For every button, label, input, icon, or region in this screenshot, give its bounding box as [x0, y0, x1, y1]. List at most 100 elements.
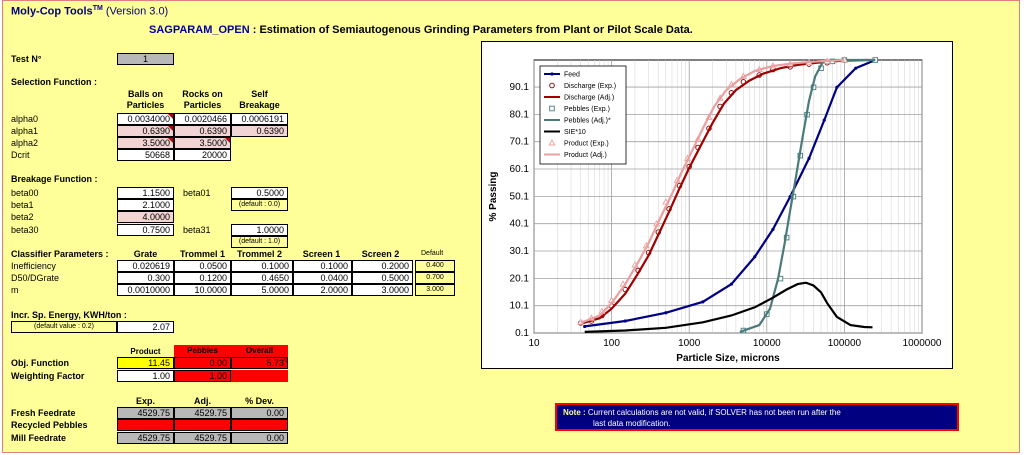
inefficiency-grate-cell[interactable]: 0.020619 [117, 260, 174, 272]
legend-marker-feed [550, 72, 554, 76]
classifier-col-trommel1: Trommel 1 [179, 249, 226, 259]
energy-title: Incr. Sp. Energy, KWH/ton : [11, 310, 127, 320]
selection-title: Selection Function : [11, 77, 98, 87]
m-default: 3.000 [415, 284, 455, 296]
legend-swatch-pebbles-exp [549, 105, 555, 112]
beta1-label: beta1 [11, 200, 34, 210]
point-feed [771, 227, 775, 232]
beta31-default: (default : 1.0) [231, 236, 288, 248]
alpha2-balls-cell[interactable]: 3.5000 [117, 137, 174, 149]
obj-function-label: Obj. Function [11, 358, 69, 368]
test-number-cell[interactable]: 1 [117, 53, 174, 65]
point-feed [729, 282, 734, 286]
m-grate-cell[interactable]: 0.0010000 [117, 284, 174, 296]
psd-chart[interactable]: 10 100 1000 10000 100000 1000000 0.1 10.1 20.1 30… [481, 41, 953, 369]
beta2-label: beta2 [11, 212, 34, 222]
legend-label-pebbles-exp: Pebbles (Exp.) [564, 106, 610, 113]
alpha0-rocks-cell[interactable]: 0.0020466 [174, 113, 231, 125]
weight-product-cell[interactable]: 1.00 [117, 370, 174, 382]
beta31-cell[interactable]: 1.0000 [231, 224, 288, 236]
series-line-product-adj [580, 58, 845, 324]
d50-screen1-cell[interactable]: 0.0400 [293, 272, 352, 284]
alpha1-rocks-cell[interactable]: 0.6390 [174, 125, 231, 137]
x-tick-label: 100000 [828, 338, 862, 349]
solver-note: Note : Current calculations are not vali… [555, 403, 959, 431]
classifier-col-screen1: Screen 1 [302, 249, 341, 259]
mill-feed-dev-cell: 0.00 [231, 432, 288, 444]
title-separator: : [249, 24, 260, 36]
col-balls-line1: Balls on [127, 89, 163, 99]
breakage-title: Breakage Function : [11, 174, 98, 184]
legend-label-pebbles-adj: Pebbles (Adj.)* [564, 118, 611, 125]
inefficiency-screen1-cell[interactable]: 0.1000 [293, 260, 352, 272]
m-screen2-cell[interactable]: 3.0000 [352, 284, 413, 296]
legend-label-product-adj: Product (Adj.) [564, 152, 607, 159]
inefficiency-trommel1-cell[interactable]: 0.0500 [174, 260, 231, 272]
feed-col-exp: Exp. [135, 396, 155, 406]
note-line1: Current calculations are not valid, if S… [587, 408, 841, 417]
beta00-cell[interactable]: 1.1500 [117, 187, 174, 199]
alpha2-label: alpha2 [11, 138, 39, 148]
col-rocks-line2: Particles [183, 100, 222, 110]
obj-product-cell: 11.45 [117, 357, 174, 369]
energy-default: (default value : 0.2) [11, 321, 117, 333]
beta00-label: beta00 [11, 188, 39, 198]
classifier-title: Classifier Parameters : [11, 249, 109, 259]
d50-trommel1-cell[interactable]: 0.1200 [174, 272, 231, 284]
beta01-cell[interactable]: 0.5000 [231, 187, 288, 199]
energy-cell[interactable]: 2.07 [117, 321, 174, 333]
alpha1-label: alpha1 [11, 126, 39, 136]
beta30-label: beta30 [11, 225, 39, 235]
d50-grate-cell[interactable]: 0.300 [117, 272, 174, 284]
d50-trommel2-cell[interactable]: 0.4650 [231, 272, 293, 284]
col-self-line2: Breakage [239, 100, 280, 110]
alpha0-self-cell[interactable]: 0.0006191 [231, 113, 288, 125]
x-tick-label: 10000 [753, 338, 781, 349]
beta1-cell[interactable]: 2.1000 [117, 199, 174, 211]
dcrit-rocks-cell[interactable]: 20000 [174, 149, 231, 161]
obj-col-product: Product [130, 347, 161, 356]
app-name: Moly-Cop Tools [11, 5, 93, 18]
y-tick-label: 70.1 [510, 137, 530, 148]
beta2-cell[interactable]: 4.0000 [117, 211, 174, 223]
m-screen1-cell[interactable]: 2.0000 [293, 284, 352, 296]
alpha0-label: alpha0 [11, 114, 39, 124]
recycled-adj-cell [174, 419, 231, 431]
y-tick-label: 40.1 [510, 219, 530, 230]
inefficiency-label: Inefficiency [11, 261, 56, 271]
x-axis-label: Particle Size, microns [676, 353, 780, 364]
app-version: (Version 3.0) [105, 5, 169, 18]
point-feed [701, 300, 705, 304]
legend-swatch-product-exp [548, 139, 556, 146]
weight-pebbles-cell[interactable]: 1.00 [174, 370, 231, 382]
dcrit-balls-cell[interactable]: 50668 [117, 149, 174, 161]
y-tick-label: 20.1 [510, 273, 530, 284]
x-tick-label: 100 [603, 338, 620, 349]
obj-col-overall: Overall [231, 345, 288, 357]
alpha0-balls-cell[interactable]: 0.0034000 [117, 113, 174, 125]
series-line-pebbles-adj [739, 58, 876, 333]
alpha2-rocks-cell[interactable]: 3.5000 [174, 137, 231, 149]
obj-pebbles-cell: 0.00 [174, 357, 231, 369]
y-tick-label: 0.1 [515, 328, 529, 339]
note-label: Note : [563, 408, 586, 417]
inefficiency-trommel2-cell[interactable]: 0.1000 [231, 260, 293, 272]
y-tick-label: 10.1 [510, 301, 530, 312]
y-axis-label: % Passing [488, 171, 499, 221]
m-trommel2-cell[interactable]: 5.0000 [231, 284, 293, 296]
d50-screen2-cell[interactable]: 0.5000 [352, 272, 413, 284]
y-tick-label: 80.1 [510, 109, 530, 120]
point-feed [583, 324, 587, 329]
m-trommel1-cell[interactable]: 10.0000 [174, 284, 231, 296]
beta01-label: beta01 [183, 188, 211, 198]
beta30-cell[interactable]: 0.7500 [117, 224, 174, 236]
alpha1-self-cell[interactable]: 0.6390 [231, 125, 288, 137]
beta31-label: beta31 [183, 225, 211, 235]
feed-col-dev: % Dev. [245, 396, 274, 406]
feed-col-adj: Adj. [194, 396, 211, 406]
alpha1-balls-cell[interactable]: 0.6390 [117, 125, 174, 137]
col-rocks-line1: Rocks on [182, 89, 223, 99]
obj-col-pebbles: Pebbles [174, 345, 231, 357]
inefficiency-screen2-cell[interactable]: 0.2000 [352, 260, 413, 272]
series-line-sie-10 [584, 281, 873, 333]
